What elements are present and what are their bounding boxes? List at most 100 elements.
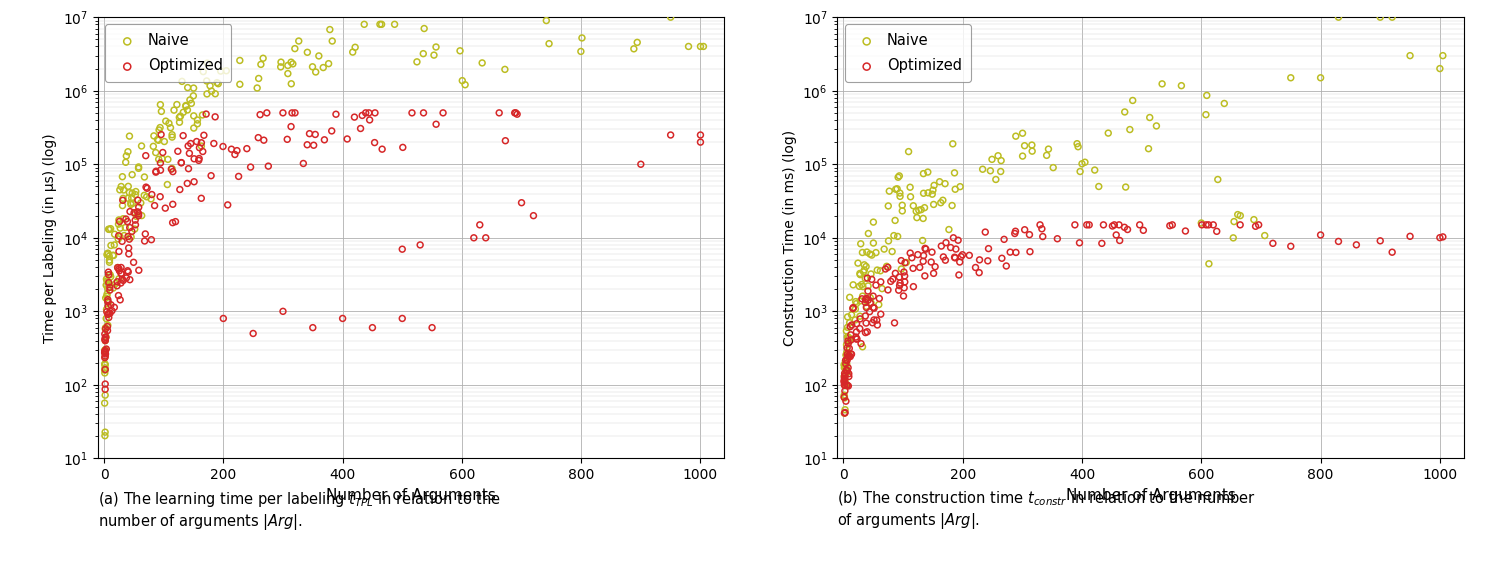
Naive — [898, 192, 922, 201]
Optimized — [184, 137, 208, 146]
Optimized — [854, 294, 878, 303]
Naive — [833, 356, 857, 366]
Naive — [106, 263, 130, 272]
Optimized — [127, 211, 151, 221]
Naive — [281, 59, 305, 68]
Optimized — [831, 378, 856, 387]
Optimized — [330, 314, 355, 323]
Naive — [859, 269, 883, 278]
Optimized — [919, 257, 943, 266]
Optimized — [510, 198, 534, 207]
Optimized — [107, 264, 131, 273]
Optimized — [833, 355, 857, 364]
Naive — [107, 274, 131, 284]
Naive — [175, 83, 199, 92]
Naive — [1003, 132, 1028, 141]
Naive — [1431, 51, 1455, 60]
Naive — [146, 155, 171, 164]
Naive — [905, 213, 930, 222]
Naive — [113, 223, 137, 232]
Optimized — [175, 179, 199, 188]
Naive — [833, 363, 857, 372]
Naive — [94, 314, 118, 323]
Optimized — [122, 258, 146, 267]
Optimized — [235, 144, 260, 153]
Naive — [836, 352, 860, 362]
Optimized — [868, 294, 892, 303]
Optimized — [183, 154, 207, 163]
Optimized — [856, 327, 880, 336]
Naive — [368, 19, 392, 29]
Naive — [130, 142, 154, 151]
Naive — [848, 312, 872, 321]
Optimized — [400, 108, 424, 117]
Naive — [1189, 218, 1213, 227]
Naive — [128, 198, 152, 207]
Naive — [121, 170, 145, 179]
Optimized — [839, 320, 863, 329]
Naive — [116, 147, 140, 156]
Optimized — [862, 303, 886, 312]
Naive — [1136, 144, 1160, 154]
Naive — [112, 194, 136, 203]
Optimized — [848, 315, 872, 324]
Naive — [101, 284, 125, 293]
Naive — [95, 274, 119, 284]
Optimized — [833, 408, 857, 417]
X-axis label: Number of Arguments: Number of Arguments — [326, 488, 496, 503]
Naive — [121, 189, 145, 198]
Naive — [95, 277, 119, 286]
Naive — [95, 321, 119, 330]
Naive — [109, 232, 133, 241]
Optimized — [1204, 227, 1228, 236]
Optimized — [1189, 220, 1213, 229]
Naive — [836, 349, 860, 358]
Optimized — [462, 233, 486, 242]
Naive — [98, 272, 122, 281]
Optimized — [951, 250, 975, 260]
Optimized — [420, 323, 444, 332]
Optimized — [148, 192, 172, 201]
Optimized — [116, 232, 140, 241]
Optimized — [468, 220, 492, 229]
Naive — [833, 381, 857, 390]
Optimized — [116, 249, 140, 258]
Naive — [158, 123, 183, 132]
Naive — [94, 281, 118, 290]
Naive — [844, 304, 868, 313]
Optimized — [887, 285, 911, 295]
Optimized — [95, 307, 119, 316]
Optimized — [1102, 220, 1126, 229]
Optimized — [881, 274, 905, 284]
Optimized — [844, 332, 868, 342]
Naive — [1112, 107, 1136, 116]
Naive — [886, 172, 910, 182]
Optimized — [930, 241, 954, 250]
Optimized — [976, 244, 1000, 253]
X-axis label: Number of Arguments: Number of Arguments — [1065, 488, 1236, 503]
Optimized — [850, 295, 874, 304]
Naive — [625, 38, 649, 47]
Optimized — [118, 275, 142, 284]
Optimized — [98, 282, 122, 292]
Optimized — [834, 343, 859, 352]
Optimized — [833, 380, 857, 390]
Naive — [847, 258, 871, 268]
Optimized — [854, 328, 878, 337]
Optimized — [97, 309, 121, 318]
Optimized — [833, 369, 857, 378]
Optimized — [911, 251, 936, 260]
Naive — [848, 296, 872, 305]
Naive — [190, 111, 214, 120]
Naive — [1221, 233, 1245, 242]
Optimized — [883, 318, 907, 327]
Naive — [833, 370, 857, 379]
Optimized — [853, 298, 877, 307]
Naive — [866, 300, 890, 309]
Naive — [95, 249, 119, 258]
Naive — [534, 16, 558, 25]
Naive — [979, 155, 1003, 164]
Naive — [94, 352, 118, 362]
Optimized — [997, 248, 1022, 257]
Optimized — [192, 131, 216, 140]
